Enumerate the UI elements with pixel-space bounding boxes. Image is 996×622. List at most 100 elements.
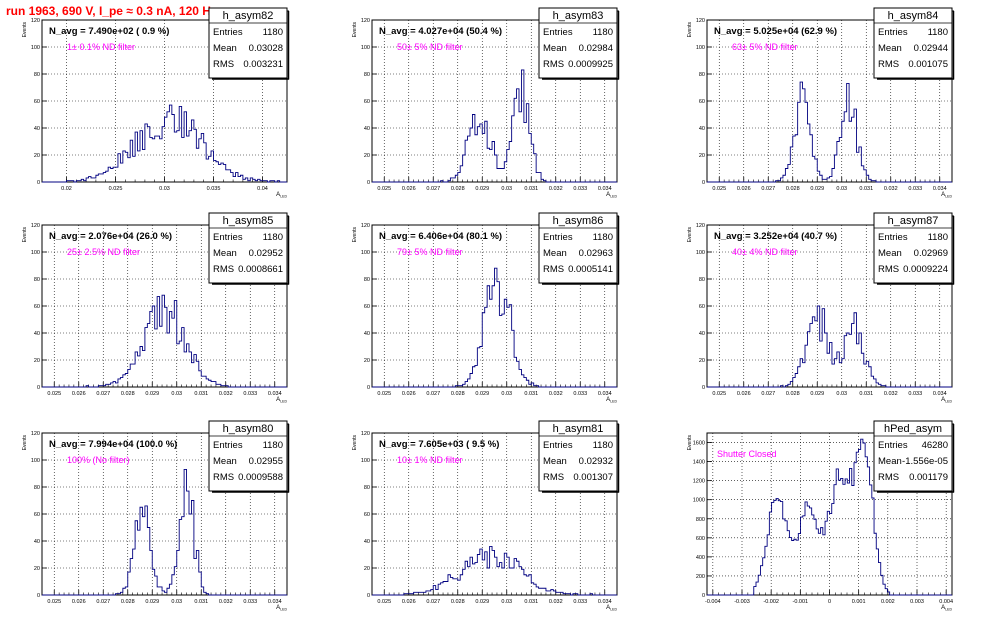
x-tick-label: 0.032 (884, 186, 898, 192)
pad-h_asym80: 0.025 0.026 0.027 0.028 0.029 0.03 0.031 0.032 0… (22, 420, 290, 612)
filter-label: 50± 5% ND filter (397, 42, 462, 52)
filter-label: 25± 2.5% ND filter (67, 247, 140, 257)
x-tick-label: 0.027 (761, 186, 775, 192)
stats-label: RMS (543, 472, 564, 483)
y-tick-label: 60 (364, 304, 370, 310)
x-tick-label: 0.03 (836, 391, 847, 397)
x-tick-label: 0.029 (475, 391, 489, 397)
x-tick-label: 0.03 (501, 186, 512, 192)
x-tick-label: 0.033 (243, 391, 257, 397)
x-tick-label: -0.003 (734, 599, 750, 605)
x-tick-label: 0.029 (810, 391, 824, 397)
y-tick-label: 80 (364, 485, 370, 491)
y-tick-label: 600 (696, 536, 705, 542)
x-tick-label: 0.025 (377, 391, 391, 397)
x-axis-title: ALED (606, 397, 617, 404)
x-tick-label: 0.027 (426, 391, 440, 397)
x-tick-label: 0.03 (836, 186, 847, 192)
x-tick-label: 0.002 (881, 599, 895, 605)
stats-label: Mean (213, 456, 237, 467)
x-tick-label: 0.031 (524, 599, 538, 605)
x-tick-label: 0.027 (761, 391, 775, 397)
stats-value: 0.001307 (573, 472, 613, 483)
y-tick-label: 1600 (693, 441, 705, 447)
y-tick-label: 20 (34, 358, 40, 364)
x-tick-label: 0.001 (852, 599, 866, 605)
x-axis-title: ALED (606, 192, 617, 199)
filter-label: 79± 5% ND filter (397, 247, 462, 257)
x-tick-label: 0.027 (426, 599, 440, 605)
x-tick-label: 0.032 (219, 599, 233, 605)
stats-value: 0.02944 (914, 43, 948, 54)
y-tick-label: 60 (34, 304, 40, 310)
y-tick-label: 120 (696, 223, 705, 229)
y-tick-label: 100 (696, 250, 705, 256)
x-tick-label: 0.026 (737, 186, 751, 192)
y-tick-label: 120 (696, 18, 705, 24)
stats-value: 1180 (593, 440, 613, 451)
navg-label: N_avg = 2.076e+04 (26.0 %) (49, 231, 172, 242)
y-tick-label: 20 (364, 153, 370, 159)
stats-label: Entries (878, 440, 908, 451)
x-tick-label: 0.031 (194, 599, 208, 605)
y-tick-label: 120 (361, 223, 370, 229)
stats-value: 0.02932 (579, 456, 613, 467)
x-tick-label: 0.04 (257, 186, 268, 192)
x-tick-label: 0.035 (207, 186, 221, 192)
x-tick-label: -0.002 (763, 599, 779, 605)
y-axis-title: Events (352, 435, 358, 451)
x-tick-label: 0.032 (884, 391, 898, 397)
x-tick-label: 0.034 (933, 186, 947, 192)
y-tick-label: 100 (361, 250, 370, 256)
stats-value: 0.02952 (249, 248, 283, 259)
y-tick-label: 100 (361, 45, 370, 51)
stats-box (873, 7, 953, 79)
stats-title: h_asym86 (553, 215, 604, 227)
stats-title: h_asym83 (553, 10, 604, 22)
stats-value: 1180 (263, 232, 283, 243)
stats-value: 0.003231 (243, 59, 283, 70)
x-tick-label: 0.03 (501, 391, 512, 397)
y-tick-label: 100 (31, 45, 40, 51)
y-tick-label: 20 (34, 153, 40, 159)
x-tick-label: 0.031 (194, 391, 208, 397)
y-tick-label: 40 (699, 126, 705, 132)
stats-box (538, 420, 618, 492)
x-tick-label: 0.029 (145, 391, 159, 397)
stats-value: 1180 (263, 27, 283, 38)
x-tick-label: 0.033 (243, 599, 257, 605)
stats-box (208, 7, 288, 79)
stats-label: Mean (878, 43, 902, 54)
stats-value: 0.02984 (579, 43, 613, 54)
y-axis-title: Events (687, 435, 693, 451)
stats-box (538, 7, 618, 79)
navg-label: N_avg = 4.027e+04 (50.4 %) (379, 26, 502, 37)
y-tick-label: 1200 (693, 479, 705, 485)
x-tick-label: 0.028 (451, 186, 465, 192)
pad-h_asym83: 0.025 0.026 0.027 0.028 0.029 0.03 0.031 0.032 0… (352, 7, 620, 199)
x-axis-title: ALED (276, 605, 287, 612)
y-tick-label: 120 (361, 431, 370, 437)
y-tick-label: 20 (364, 358, 370, 364)
y-axis-title: Events (352, 227, 358, 243)
x-tick-label: 0.026 (402, 186, 416, 192)
y-tick-label: 60 (34, 99, 40, 105)
stats-value: -1.556e-05 (902, 456, 948, 467)
stats-label: RMS (213, 472, 234, 483)
x-axis-title: ALED (941, 605, 952, 612)
stats-value: 0.03028 (249, 43, 283, 54)
x-tick-label: -0.001 (793, 599, 809, 605)
y-axis-title: Events (22, 22, 28, 38)
y-tick-label: 40 (34, 539, 40, 545)
x-tick-label: 0.032 (549, 186, 563, 192)
x-axis-title: ALED (276, 192, 287, 199)
y-tick-label: 60 (699, 99, 705, 105)
y-tick-label: 20 (699, 153, 705, 159)
x-tick-label: 0.026 (402, 599, 416, 605)
y-tick-label: 120 (31, 18, 40, 24)
filter-label: 100% (No filter) (67, 455, 130, 465)
stats-label: Entries (878, 232, 908, 243)
stats-label: RMS (878, 264, 899, 275)
stats-value: 1180 (593, 27, 613, 38)
